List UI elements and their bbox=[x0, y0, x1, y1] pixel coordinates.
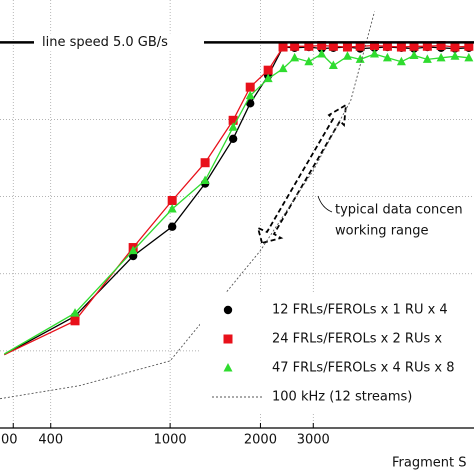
point bbox=[223, 334, 233, 344]
point bbox=[409, 50, 419, 60]
x-tick-label: 1000 bbox=[154, 433, 187, 448]
point bbox=[382, 41, 392, 51]
point bbox=[128, 245, 138, 255]
label-bg bbox=[34, 33, 204, 52]
point bbox=[317, 40, 327, 50]
x-tick-label: 3000 bbox=[297, 433, 330, 448]
plot-area bbox=[0, 11, 474, 400]
point bbox=[228, 115, 238, 125]
point bbox=[422, 41, 432, 51]
point bbox=[328, 41, 338, 51]
leader-line bbox=[317, 195, 333, 213]
point bbox=[223, 305, 233, 315]
point bbox=[355, 41, 365, 51]
legend-box bbox=[200, 292, 474, 414]
point bbox=[223, 363, 233, 372]
range-arrow bbox=[256, 103, 348, 245]
point bbox=[245, 90, 255, 100]
point bbox=[228, 122, 238, 131]
legend-label: 12 FRLs/FEROLs x 1 RU x 4 bbox=[272, 303, 448, 318]
point bbox=[464, 52, 474, 62]
point bbox=[370, 48, 380, 58]
point bbox=[304, 56, 314, 66]
point bbox=[396, 42, 406, 52]
point bbox=[290, 52, 300, 62]
point bbox=[263, 65, 273, 75]
legend-label: 47 FRLs/FEROLs x 4 RUs x 8 bbox=[272, 361, 454, 376]
point bbox=[342, 42, 352, 52]
point bbox=[200, 158, 210, 168]
point bbox=[370, 40, 380, 50]
x-tick-label: 400 bbox=[38, 433, 63, 448]
point bbox=[436, 40, 446, 50]
point bbox=[382, 52, 392, 62]
point bbox=[422, 54, 432, 63]
point bbox=[436, 52, 446, 62]
point bbox=[342, 51, 352, 60]
point bbox=[450, 51, 460, 60]
point bbox=[317, 48, 327, 58]
point bbox=[355, 54, 365, 63]
point bbox=[263, 73, 273, 83]
point bbox=[70, 316, 80, 326]
x-tick-label: 00 bbox=[1, 433, 18, 448]
reference: line speed 5.0 GB/s bbox=[0, 33, 474, 52]
point bbox=[200, 175, 210, 184]
x-axis-label: Fragment S bbox=[392, 456, 466, 471]
legend: 12 FRLs/FEROLs x 1 RU x 4 24 FRLs/FEROLs … bbox=[212, 303, 454, 405]
annotation: typical data concen working range bbox=[256, 103, 463, 245]
legend-label: 24 FRLs/FEROLs x 2 RUs x bbox=[272, 332, 442, 347]
point bbox=[409, 41, 419, 51]
annotation-text: typical data concen bbox=[335, 203, 463, 218]
point bbox=[246, 99, 255, 108]
point bbox=[167, 196, 177, 206]
point bbox=[396, 56, 406, 66]
point bbox=[304, 41, 314, 51]
series-line bbox=[0, 11, 375, 400]
line-speed-label: line speed 5.0 GB/s bbox=[42, 35, 168, 50]
point bbox=[228, 134, 238, 144]
legend-label: 100 kHz (12 streams) bbox=[272, 390, 412, 405]
point bbox=[278, 42, 288, 52]
point bbox=[167, 203, 177, 213]
point bbox=[464, 41, 474, 51]
point bbox=[245, 82, 255, 92]
point bbox=[278, 63, 288, 73]
point bbox=[450, 42, 460, 52]
point bbox=[290, 41, 300, 51]
x-tick-label: 2000 bbox=[244, 433, 277, 448]
point bbox=[70, 308, 80, 317]
point bbox=[167, 222, 177, 231]
annotation-text: working range bbox=[335, 224, 429, 239]
point bbox=[328, 60, 338, 70]
